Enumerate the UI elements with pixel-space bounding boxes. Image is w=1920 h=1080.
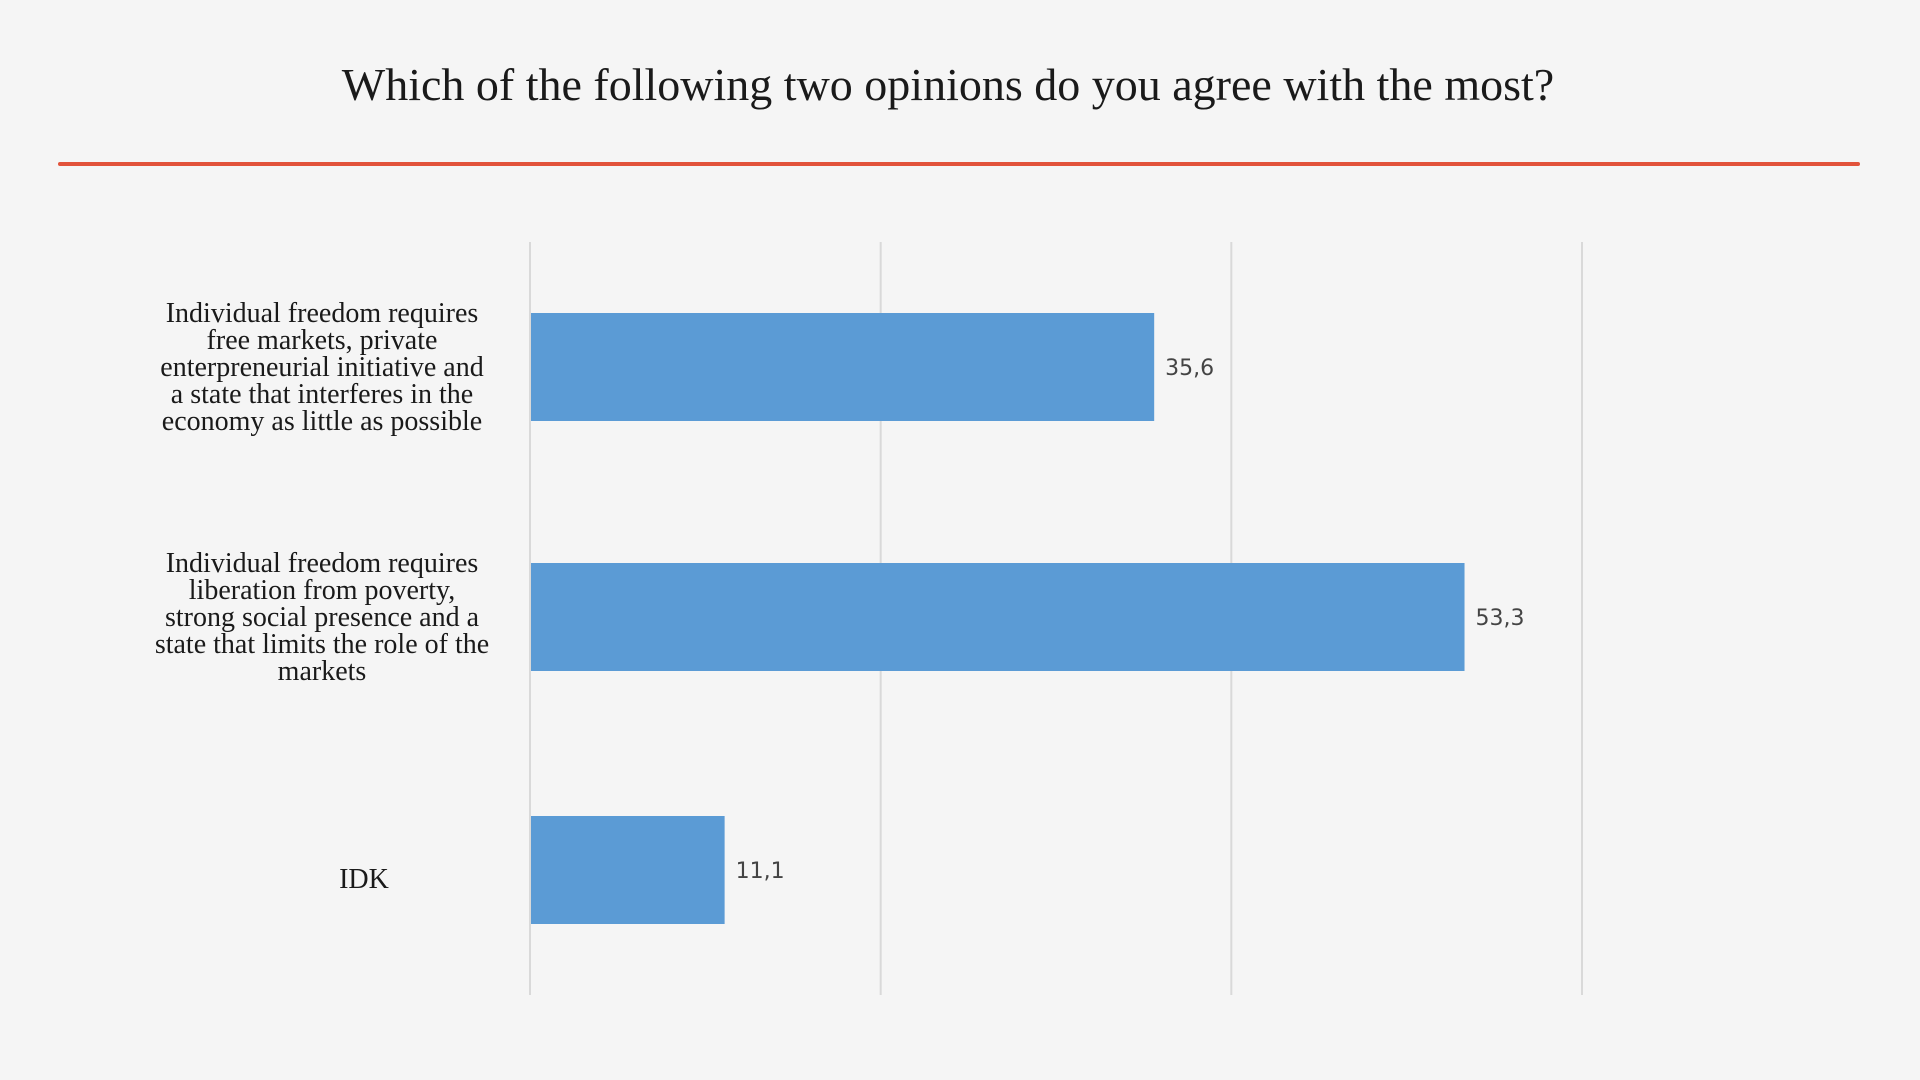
category-label-2: IDK	[339, 864, 389, 895]
category-label-1-line-4: markets	[278, 656, 367, 687]
bar-0	[531, 313, 1155, 421]
category-label-0-line-0: Individual freedom requires	[166, 298, 479, 329]
value-label-1: 53,3	[1476, 606, 1525, 631]
title-divider	[58, 162, 1860, 166]
category-label-0-line-2: enterpreneurial initiative and	[160, 352, 483, 383]
chart-title: Which of the following two opinions do y…	[341, 59, 1555, 110]
category-label-1-line-1: liberation from poverty,	[189, 575, 455, 606]
category-label-0: Individual freedom requires free markets,…	[160, 298, 483, 437]
bar-2	[531, 816, 725, 924]
category-label-1-line-3: state that limits the role of the	[155, 629, 489, 660]
value-label-0: 35,6	[1165, 356, 1214, 381]
category-label-2-line-0: IDK	[339, 864, 389, 895]
category-label-0-line-3: a state that interferes in the	[171, 379, 473, 410]
category-label-1: Individual freedom requires liberation fr…	[155, 548, 489, 687]
value-label-2: 11,1	[736, 859, 785, 884]
bar-layer	[531, 313, 1465, 924]
category-label-1-line-0: Individual freedom requires	[166, 548, 479, 579]
category-label-0-line-4: economy as little as possible	[162, 406, 482, 437]
category-label-1-line-2: strong social presence and a	[165, 602, 480, 633]
category-label-0-line-1: free markets, private	[207, 325, 438, 356]
bar-1	[531, 563, 1465, 671]
